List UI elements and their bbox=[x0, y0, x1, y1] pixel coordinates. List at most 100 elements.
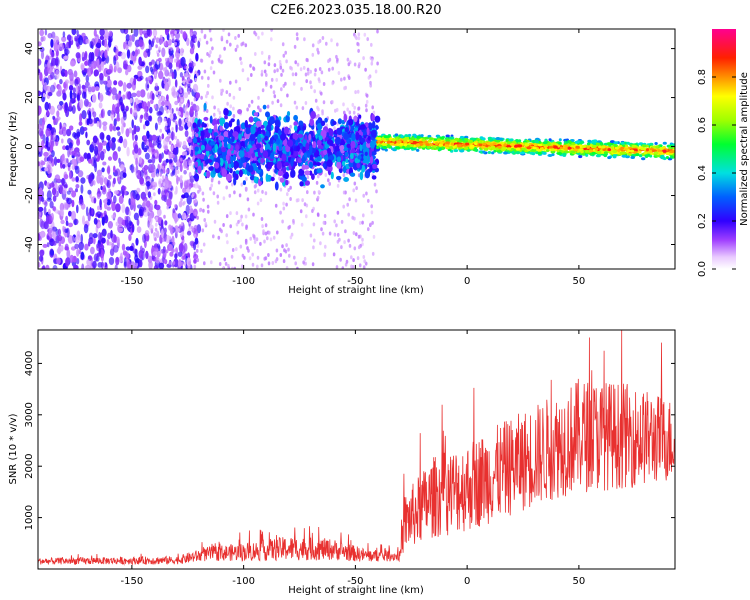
heatmap-cell bbox=[228, 130, 233, 138]
heatmap-cell bbox=[186, 230, 192, 236]
heatmap-cell bbox=[363, 259, 367, 264]
heatmap-cell bbox=[613, 141, 619, 145]
heatmap-cell bbox=[98, 92, 104, 103]
heatmap-cell bbox=[328, 231, 332, 236]
heatmap-cell bbox=[38, 198, 41, 205]
heatmap-cell bbox=[235, 247, 238, 252]
heatmap-cell bbox=[133, 212, 139, 221]
heatmap-cell bbox=[186, 37, 190, 47]
heatmap-cell bbox=[272, 90, 276, 95]
heatmap-cell bbox=[38, 141, 41, 147]
heatmap-cell bbox=[100, 254, 104, 262]
heatmap-cell bbox=[183, 159, 188, 169]
heatmap-cell bbox=[551, 153, 555, 157]
heatmap-cell bbox=[176, 57, 179, 62]
heatmap-cell bbox=[155, 91, 159, 96]
heatmap-cell bbox=[242, 180, 246, 186]
heatmap-cell bbox=[180, 175, 183, 179]
heatmap-cell bbox=[174, 204, 177, 209]
heatmap-cell bbox=[203, 102, 207, 111]
heatmap-cell bbox=[148, 61, 152, 66]
heatmap-cell bbox=[137, 65, 143, 70]
heatmap-cell bbox=[69, 89, 73, 100]
heatmap-cell bbox=[158, 70, 164, 80]
heatmap-cell bbox=[191, 145, 194, 150]
heatmap-cell bbox=[206, 170, 211, 179]
heatmap-cell bbox=[263, 239, 266, 244]
heatmap-cell bbox=[200, 249, 203, 253]
heatmap-cell bbox=[289, 124, 292, 129]
heatmap-cell bbox=[369, 222, 372, 227]
heatmap-cell bbox=[68, 210, 72, 217]
heatmap-cell bbox=[240, 42, 243, 47]
heatmap-cell bbox=[73, 152, 79, 157]
heatmap-cell bbox=[159, 136, 162, 141]
heatmap-cell bbox=[300, 222, 304, 227]
heatmap-cell bbox=[362, 56, 365, 61]
heatmap-cell bbox=[75, 176, 79, 183]
heatmap-cell bbox=[345, 158, 349, 164]
heatmap-cell bbox=[271, 100, 274, 105]
heatmap-cell bbox=[162, 76, 166, 81]
heatmap-cell bbox=[237, 109, 243, 115]
chart-title: C2E6.2023.035.18.00.R20 bbox=[270, 3, 441, 18]
heatmap-cell bbox=[96, 120, 100, 127]
heatmap-cell bbox=[198, 37, 202, 42]
heatmap-cell bbox=[264, 231, 268, 236]
heatmap-cell bbox=[193, 234, 197, 238]
heatmap-cell bbox=[56, 158, 61, 163]
heatmap-cell bbox=[286, 192, 289, 197]
heatmap-cell bbox=[144, 145, 149, 150]
heatmap-cell bbox=[292, 81, 296, 86]
heatmap-cell bbox=[115, 256, 120, 266]
heatmap-cell bbox=[96, 193, 101, 199]
heatmap-cell bbox=[52, 265, 58, 269]
heatmap-cell bbox=[253, 112, 259, 117]
heatmap-cell bbox=[177, 213, 182, 219]
heatmap-cell bbox=[216, 194, 219, 199]
heatmap-cell bbox=[364, 151, 368, 156]
heatmap-cell bbox=[115, 221, 119, 227]
heatmap-cell bbox=[356, 256, 360, 261]
heatmap-cell bbox=[46, 146, 50, 151]
heatmap-cell bbox=[273, 173, 276, 178]
heatmap-cell bbox=[43, 82, 48, 91]
heatmap-cell bbox=[515, 147, 521, 151]
heatmap-cell bbox=[138, 39, 144, 47]
heatmap-cell bbox=[165, 158, 169, 163]
heatmap-cell bbox=[48, 225, 53, 231]
heatmap-cell bbox=[118, 93, 121, 99]
heatmap-cell bbox=[261, 31, 264, 36]
heatmap-cell bbox=[168, 190, 173, 201]
heatmap-cell bbox=[59, 101, 64, 106]
heatmap-cell bbox=[366, 127, 370, 136]
heatmap-cell bbox=[283, 162, 290, 167]
heatmap-cell bbox=[338, 237, 341, 242]
heatmap-cell bbox=[607, 148, 612, 152]
heatmap-cell bbox=[237, 33, 240, 38]
heatmap-cell bbox=[340, 77, 343, 82]
heatmap-cell bbox=[103, 80, 108, 85]
heatmap-cell bbox=[238, 87, 242, 91]
heatmap-cell bbox=[369, 80, 372, 85]
heatmap-cell bbox=[177, 96, 181, 104]
heatmap-cell bbox=[273, 69, 277, 74]
heatmap-cell bbox=[60, 245, 64, 252]
heatmap-cell bbox=[347, 238, 350, 243]
heatmap-cell bbox=[308, 145, 313, 154]
heatmap-cell bbox=[360, 138, 366, 143]
heatmap-cell bbox=[45, 140, 49, 148]
heatmap-cell bbox=[197, 189, 200, 194]
heatmap-cell bbox=[161, 165, 165, 170]
heatmap-cell bbox=[293, 44, 297, 49]
heatmap-cell bbox=[196, 72, 199, 77]
heatmap-cell bbox=[366, 37, 370, 42]
heatmap-cell bbox=[336, 156, 342, 163]
heatmap-cell bbox=[162, 186, 165, 191]
heatmap-cell bbox=[144, 120, 150, 127]
heatmap-cell bbox=[236, 44, 239, 49]
heatmap-cell bbox=[85, 74, 90, 83]
heatmap-cell bbox=[254, 183, 258, 188]
heatmap-cell bbox=[102, 121, 108, 126]
heatmap-cell bbox=[252, 66, 255, 71]
